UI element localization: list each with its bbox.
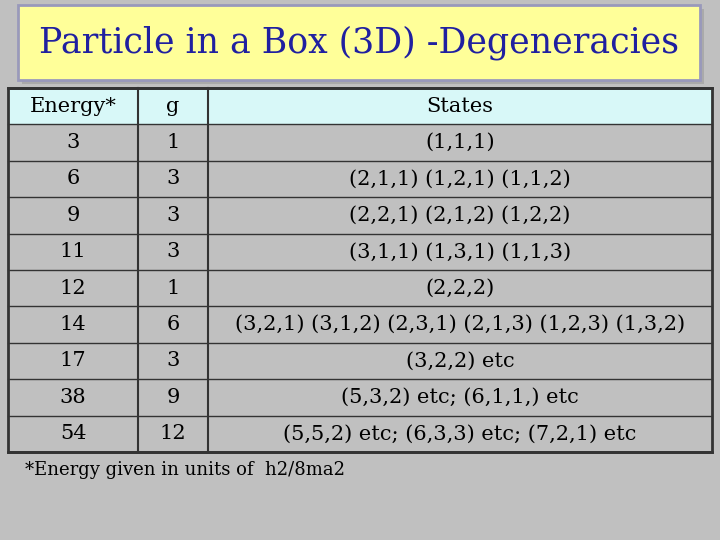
Text: (5,3,2) etc; (6,1,1,) etc: (5,3,2) etc; (6,1,1,) etc — [341, 388, 579, 407]
Text: (2,2,1) (2,1,2) (1,2,2): (2,2,1) (2,1,2) (1,2,2) — [349, 206, 571, 225]
Text: 3: 3 — [166, 352, 180, 370]
Text: 1: 1 — [166, 279, 180, 298]
Text: 1: 1 — [166, 133, 180, 152]
Text: (2,1,1) (1,2,1) (1,1,2): (2,1,1) (1,2,1) (1,1,2) — [349, 170, 571, 188]
Text: 12: 12 — [60, 279, 86, 298]
Text: 6: 6 — [66, 170, 80, 188]
Text: 12: 12 — [160, 424, 186, 443]
Text: (1,1,1): (1,1,1) — [426, 133, 495, 152]
Bar — [8, 88, 712, 124]
Text: 3: 3 — [66, 133, 80, 152]
Text: (3,2,1) (3,1,2) (2,3,1) (2,1,3) (1,2,3) (1,3,2): (3,2,1) (3,1,2) (2,3,1) (2,1,3) (1,2,3) … — [235, 315, 685, 334]
Text: (3,1,1) (1,3,1) (1,1,3): (3,1,1) (1,3,1) (1,1,3) — [349, 242, 571, 261]
Text: 9: 9 — [166, 388, 180, 407]
Text: 6: 6 — [166, 315, 179, 334]
Text: States: States — [426, 97, 493, 116]
Text: 54: 54 — [60, 424, 86, 443]
Text: Particle in a Box (3D) -Degeneracies: Particle in a Box (3D) -Degeneracies — [39, 25, 679, 60]
Text: 17: 17 — [60, 352, 86, 370]
Text: 3: 3 — [166, 242, 180, 261]
Text: *Energy given in units of  h2/8ma2: *Energy given in units of h2/8ma2 — [25, 461, 345, 479]
Text: 3: 3 — [166, 206, 180, 225]
Text: 11: 11 — [60, 242, 86, 261]
Text: Energy*: Energy* — [30, 97, 117, 116]
Text: (5,5,2) etc; (6,3,3) etc; (7,2,1) etc: (5,5,2) etc; (6,3,3) etc; (7,2,1) etc — [283, 424, 636, 443]
Text: (2,2,2): (2,2,2) — [426, 279, 495, 298]
Text: g: g — [166, 97, 179, 116]
Text: 14: 14 — [60, 315, 86, 334]
Text: (3,2,2) etc: (3,2,2) etc — [405, 352, 514, 370]
Text: 3: 3 — [166, 170, 180, 188]
Text: 9: 9 — [66, 206, 80, 225]
Text: 38: 38 — [60, 388, 86, 407]
